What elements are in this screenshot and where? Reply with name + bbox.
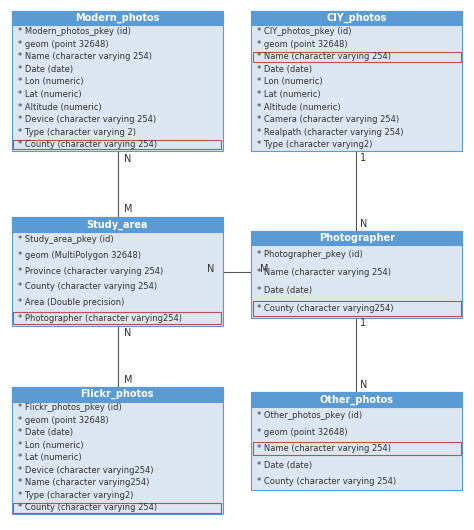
Text: Other_photos: Other_photos	[319, 394, 394, 405]
Text: * County (character varying 254): * County (character varying 254)	[18, 140, 157, 149]
Text: * Flickr_photos_pkey (id): * Flickr_photos_pkey (id)	[18, 403, 121, 412]
Text: Study_area: Study_area	[87, 219, 148, 230]
Text: * Date (date): * Date (date)	[18, 65, 73, 74]
Text: * geom (point 32648): * geom (point 32648)	[257, 40, 347, 49]
Text: N: N	[207, 264, 214, 273]
Text: 1: 1	[360, 153, 366, 163]
Text: * Area (Double precision): * Area (Double precision)	[18, 298, 124, 307]
FancyBboxPatch shape	[251, 392, 462, 407]
Text: Photographer: Photographer	[319, 233, 395, 243]
Text: * Camera (character varying 254): * Camera (character varying 254)	[257, 115, 399, 124]
Text: * Device (character varying254): * Device (character varying254)	[18, 466, 153, 475]
Text: * Name (character varying 254): * Name (character varying 254)	[257, 268, 391, 277]
Text: * County (character varying 254): * County (character varying 254)	[18, 282, 157, 292]
FancyBboxPatch shape	[12, 11, 223, 25]
Text: * geom (point 32648): * geom (point 32648)	[18, 40, 108, 49]
FancyBboxPatch shape	[13, 503, 221, 513]
Text: M: M	[260, 264, 268, 273]
Text: * geom (point 32648): * geom (point 32648)	[18, 416, 108, 425]
Text: N: N	[124, 154, 132, 164]
Text: * Other_photos_pkey (id): * Other_photos_pkey (id)	[257, 411, 362, 420]
Text: * Type (character varying2): * Type (character varying2)	[18, 491, 133, 500]
FancyBboxPatch shape	[251, 231, 462, 318]
Text: M: M	[124, 375, 133, 385]
Text: * Photographer (character varying254): * Photographer (character varying254)	[18, 314, 182, 323]
Text: N: N	[360, 381, 368, 390]
Text: Modern_photos: Modern_photos	[75, 13, 160, 23]
Text: * Name (character varying 254): * Name (character varying 254)	[18, 52, 152, 61]
Text: * County (character varying254): * County (character varying254)	[257, 304, 393, 313]
Text: * Type (character varying 2): * Type (character varying 2)	[18, 128, 136, 137]
Text: * Lat (numeric): * Lat (numeric)	[18, 90, 81, 99]
Text: * Name (character varying 254): * Name (character varying 254)	[257, 444, 391, 453]
FancyBboxPatch shape	[251, 11, 462, 151]
FancyBboxPatch shape	[251, 11, 462, 25]
Text: * County (character varying 254): * County (character varying 254)	[257, 478, 396, 487]
Text: * Photographer_pkey (id): * Photographer_pkey (id)	[257, 250, 363, 259]
Text: * Date (date): * Date (date)	[18, 428, 73, 437]
FancyBboxPatch shape	[12, 387, 223, 514]
FancyBboxPatch shape	[12, 217, 223, 326]
Text: * Altitude (numeric): * Altitude (numeric)	[257, 103, 340, 112]
Text: * County (character varying 254): * County (character varying 254)	[18, 504, 157, 513]
FancyBboxPatch shape	[12, 11, 223, 151]
Text: * Type (character varying2): * Type (character varying2)	[257, 140, 372, 149]
Text: * Modern_photos_pkey (id): * Modern_photos_pkey (id)	[18, 27, 130, 36]
Text: * geom (MultiPolygon 32648): * geom (MultiPolygon 32648)	[18, 251, 140, 260]
Text: Flickr_photos: Flickr_photos	[81, 389, 154, 400]
FancyBboxPatch shape	[251, 392, 462, 490]
Text: * CIY_photos_pkey (id): * CIY_photos_pkey (id)	[257, 27, 351, 36]
Text: * Province (character varying 254): * Province (character varying 254)	[18, 267, 163, 276]
Text: * Lon (numeric): * Lon (numeric)	[18, 77, 83, 86]
FancyBboxPatch shape	[13, 140, 221, 149]
Text: * Date (date): * Date (date)	[257, 65, 312, 74]
Text: 1: 1	[360, 319, 366, 328]
FancyBboxPatch shape	[253, 302, 461, 316]
Text: N: N	[124, 328, 132, 338]
Text: * Altitude (numeric): * Altitude (numeric)	[18, 103, 101, 112]
Text: * Name (character varying 254): * Name (character varying 254)	[257, 52, 391, 61]
Text: N: N	[360, 219, 368, 228]
Text: * Lat (numeric): * Lat (numeric)	[257, 90, 320, 99]
Text: M: M	[124, 205, 133, 214]
Text: * Lat (numeric): * Lat (numeric)	[18, 454, 81, 462]
Text: * Device (character varying 254): * Device (character varying 254)	[18, 115, 155, 124]
FancyBboxPatch shape	[12, 387, 223, 402]
FancyBboxPatch shape	[253, 52, 461, 61]
Text: * Name (character varying254): * Name (character varying254)	[18, 479, 149, 488]
FancyBboxPatch shape	[253, 442, 461, 455]
Text: * Date (date): * Date (date)	[257, 461, 312, 470]
Text: * Lon (numeric): * Lon (numeric)	[257, 77, 322, 86]
Text: * Realpath (character varying 254): * Realpath (character varying 254)	[257, 128, 403, 137]
Text: * Study_area_pkey (id): * Study_area_pkey (id)	[18, 235, 113, 244]
Text: * geom (point 32648): * geom (point 32648)	[257, 428, 347, 437]
FancyBboxPatch shape	[251, 231, 462, 245]
Text: * Lon (numeric): * Lon (numeric)	[18, 441, 83, 450]
Text: CIY_photos: CIY_photos	[327, 13, 387, 23]
Text: * Date (date): * Date (date)	[257, 286, 312, 295]
FancyBboxPatch shape	[12, 217, 223, 232]
FancyBboxPatch shape	[13, 312, 221, 324]
